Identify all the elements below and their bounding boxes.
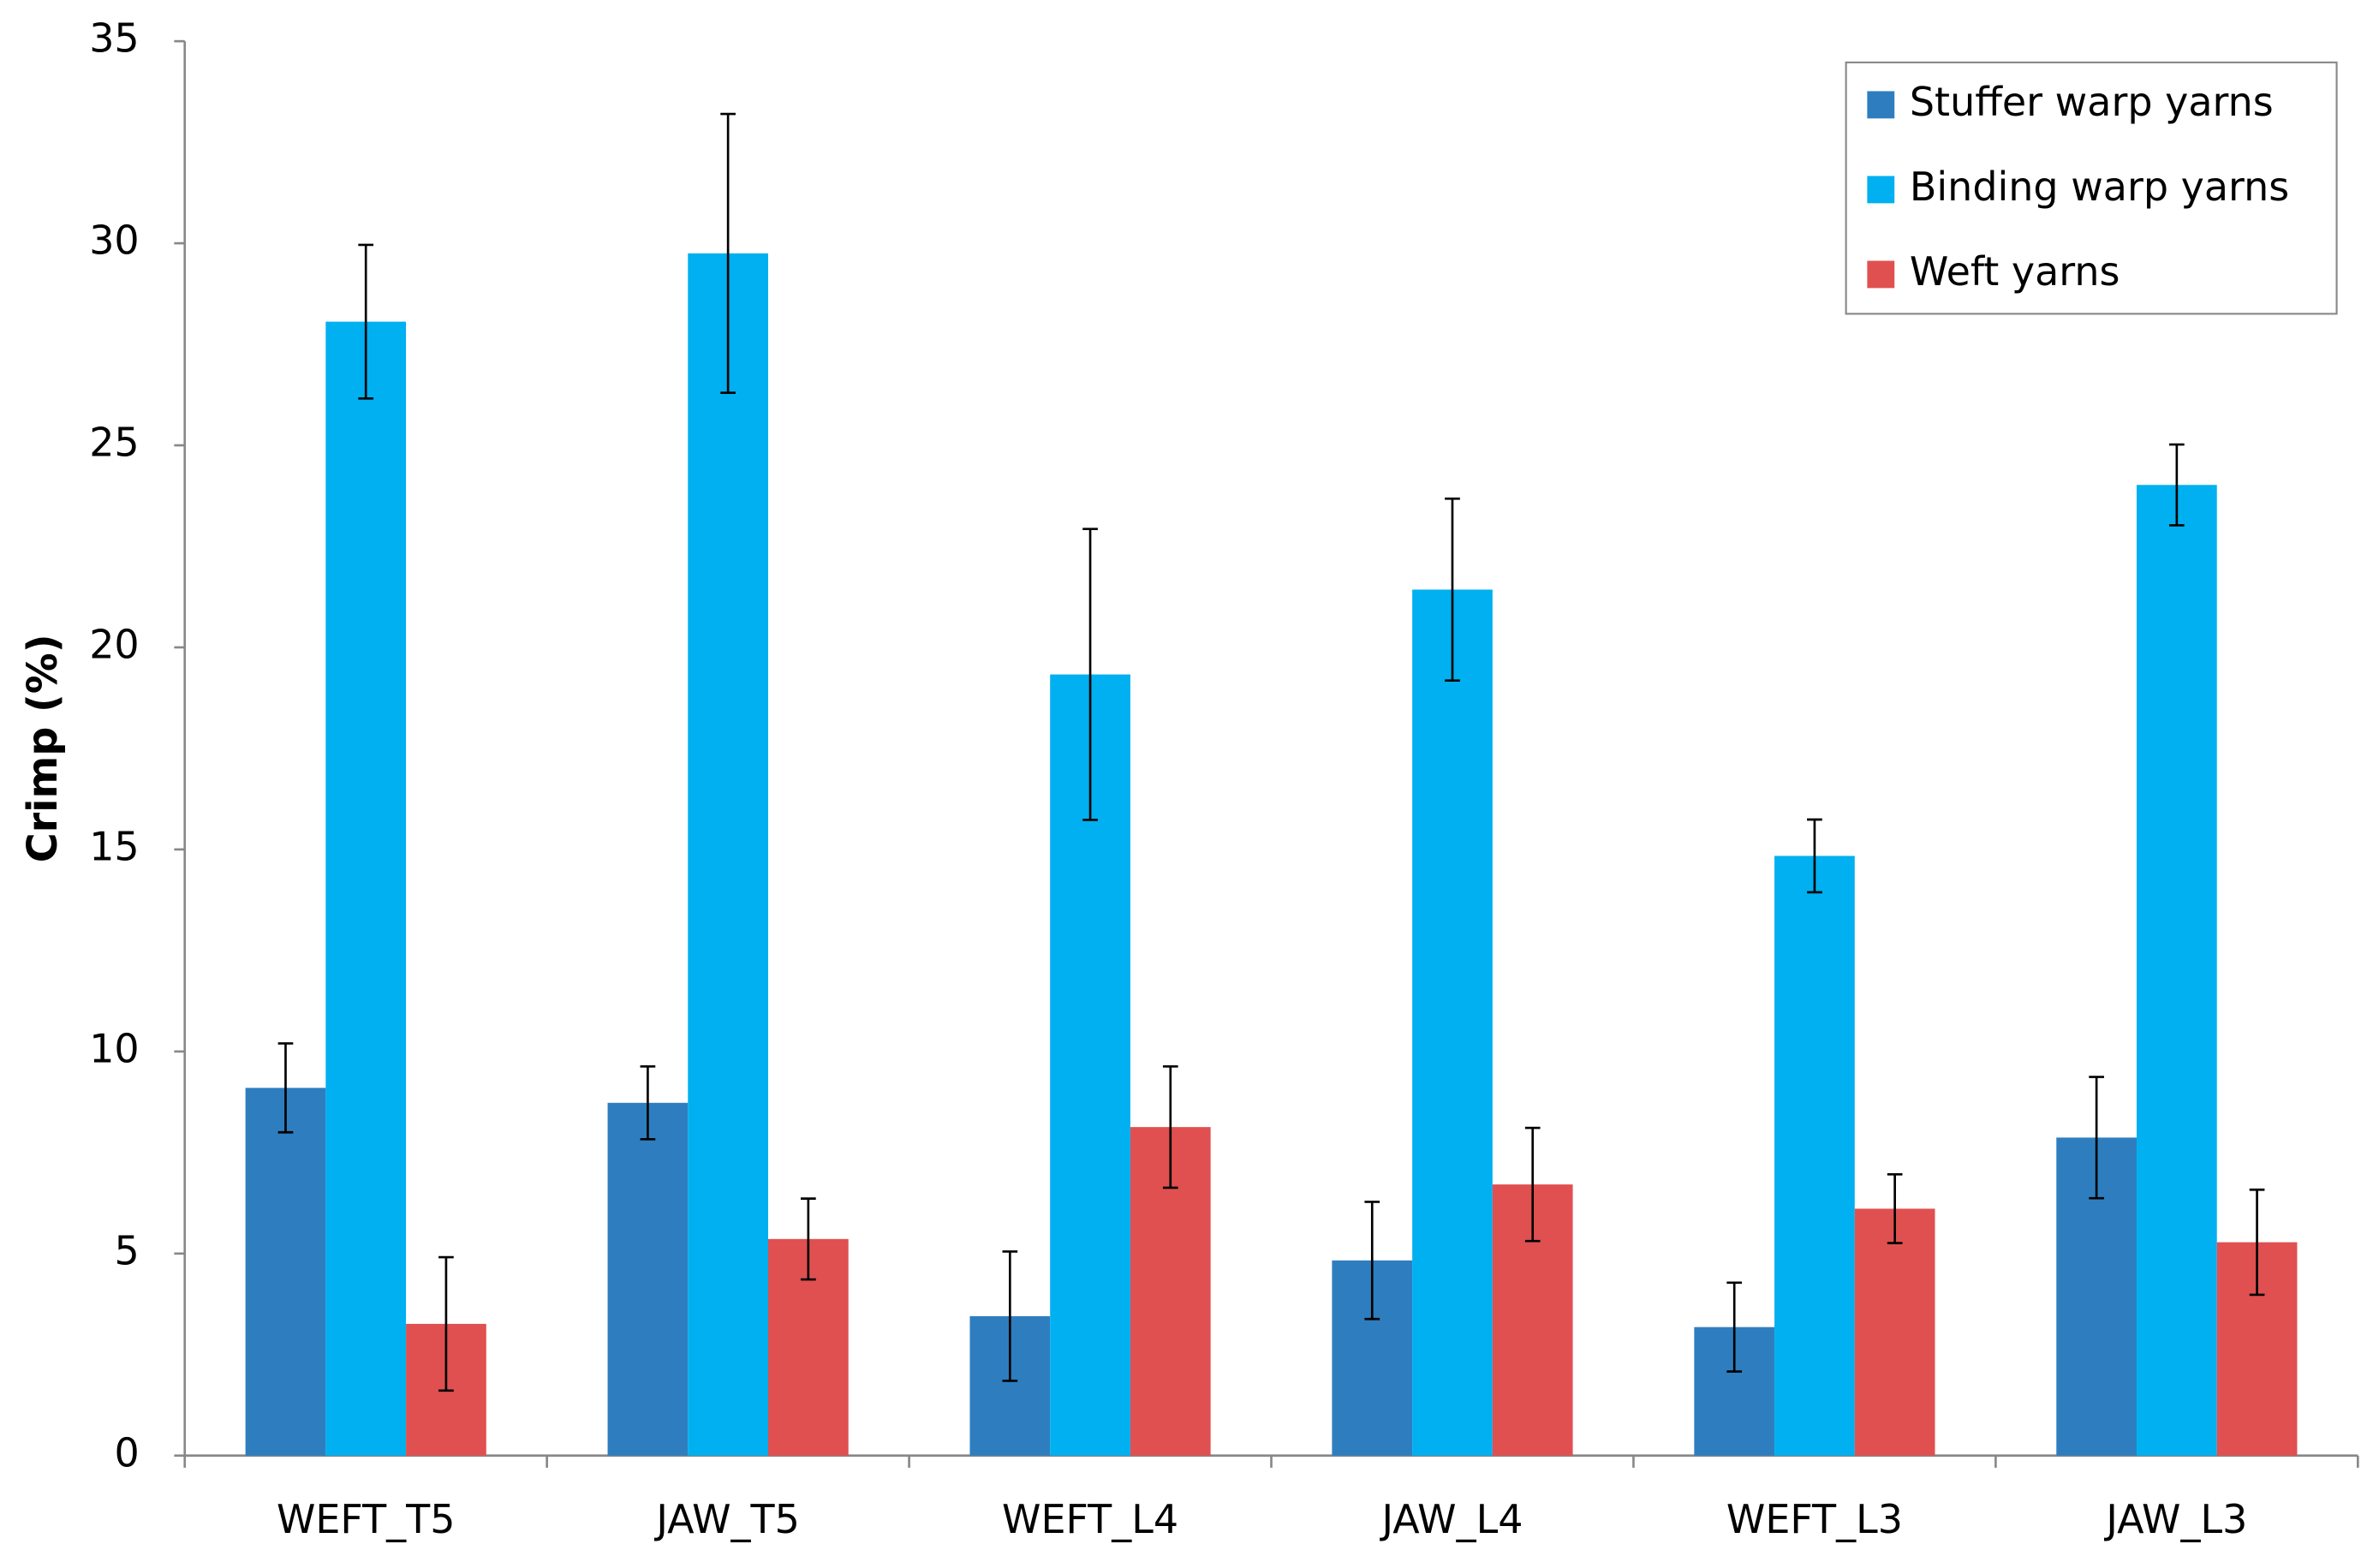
- y-tick-label: 10: [89, 1025, 140, 1071]
- bar: [1854, 1208, 1935, 1456]
- bar: [688, 253, 768, 1456]
- y-tick-label: 5: [114, 1227, 139, 1273]
- bar: [1774, 856, 1855, 1456]
- error-bar: [2249, 1188, 2265, 1297]
- x-tick-label: JAW_L4: [1380, 1496, 1523, 1542]
- y-tick-label: 25: [89, 420, 140, 466]
- y-tick-label: 15: [89, 823, 140, 869]
- legend-swatch: [1867, 91, 1895, 119]
- y-tick-label: 35: [89, 15, 140, 62]
- bar: [245, 1088, 326, 1456]
- error-bar: [640, 1065, 656, 1141]
- y-tick-label: 20: [89, 621, 140, 667]
- error-bar: [277, 1042, 294, 1134]
- bar: [607, 1102, 689, 1456]
- bar: [2136, 485, 2217, 1456]
- y-tick-label: 30: [89, 218, 140, 264]
- error-bar: [1162, 1065, 1178, 1189]
- x-tick-label: WEFT_T5: [277, 1496, 456, 1542]
- x-tick-label: WEFT_L3: [1726, 1496, 1903, 1542]
- legend-label: Stuffer warp yarns: [1910, 79, 2274, 125]
- error-bar: [1445, 497, 1460, 682]
- error-bar: [801, 1197, 816, 1281]
- error-bar: [1887, 1172, 1903, 1244]
- error-bar: [1002, 1250, 1018, 1382]
- legend-swatch: [1867, 260, 1895, 289]
- x-tick-label: JAW_T5: [653, 1496, 799, 1542]
- bar: [325, 321, 407, 1456]
- error-bar: [2169, 443, 2185, 527]
- y-axis-label: Crimp (%): [20, 634, 67, 862]
- y-tick-label: 0: [114, 1429, 139, 1476]
- error-bar: [358, 243, 374, 400]
- error-bar: [1807, 818, 1822, 894]
- error-bar: [1726, 1281, 1743, 1373]
- error-bar: [1524, 1126, 1541, 1243]
- error-bar: [720, 112, 736, 395]
- legend-label: Binding warp yarns: [1910, 164, 2289, 210]
- error-bar: [438, 1255, 454, 1392]
- error-bar: [1364, 1201, 1380, 1321]
- legend-box: [1845, 61, 2338, 315]
- bar: [1412, 589, 1493, 1456]
- error-bar: [2089, 1076, 2104, 1200]
- error-bar: [1082, 528, 1098, 821]
- legend-swatch: [1867, 176, 1895, 204]
- x-tick-label: WEFT_L4: [1002, 1496, 1178, 1542]
- legend-label: Weft yarns: [1910, 248, 2120, 295]
- x-tick-label: JAW_L3: [2103, 1496, 2247, 1542]
